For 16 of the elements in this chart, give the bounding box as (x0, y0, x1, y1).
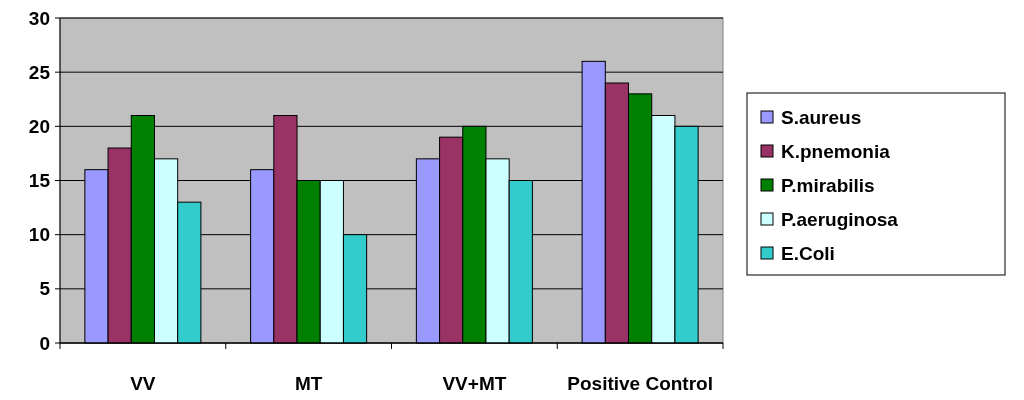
y-tick-label: 0 (39, 332, 50, 354)
y-tick-label: 30 (28, 7, 50, 29)
x-tick-label: MT (294, 373, 323, 394)
legend-label: E.Coli (781, 242, 835, 264)
y-tick-label: 10 (28, 224, 50, 246)
legend-label: P.aeruginosa (781, 208, 899, 230)
legend-label: S.aureus (781, 106, 862, 128)
legend-label: P.mirabilis (781, 174, 875, 196)
y-tick-label: 20 (28, 115, 50, 137)
legend-label: K.pnemonia (781, 140, 891, 162)
y-tick-label: 25 (28, 61, 51, 83)
x-tick-label: VV (130, 373, 156, 394)
x-tick-label: Positive Control (567, 373, 713, 394)
y-tick-label: 15 (28, 170, 51, 192)
y-tick-label: 5 (39, 278, 51, 300)
x-tick-label: VV+MT (442, 373, 507, 394)
